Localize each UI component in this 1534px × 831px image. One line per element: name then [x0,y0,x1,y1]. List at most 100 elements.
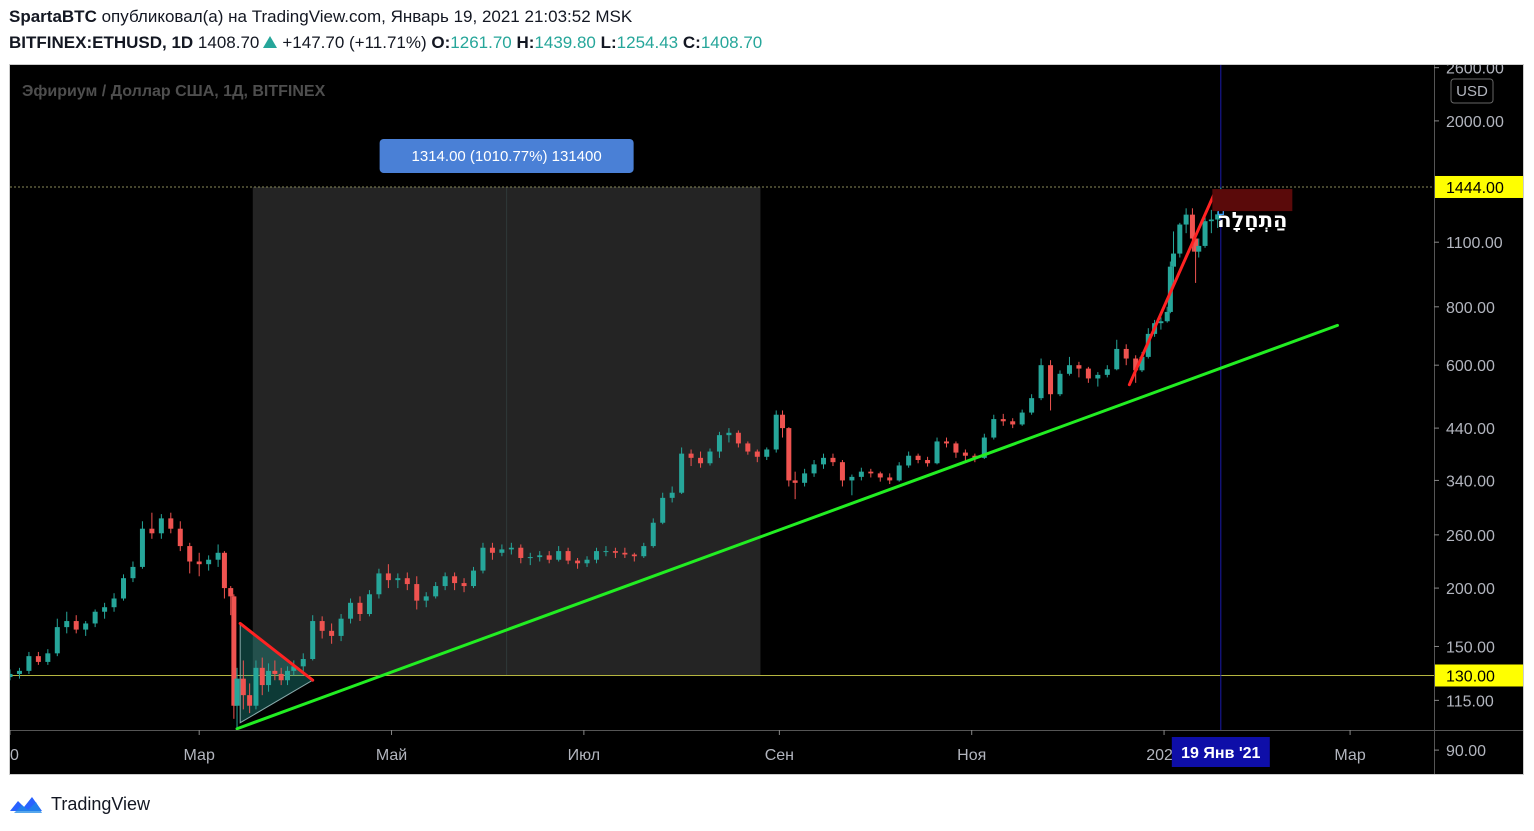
y-tick-label: 440.00 [1446,421,1495,438]
candle-body [764,449,770,457]
candle-body [773,414,779,450]
candle-body [915,455,921,461]
candle-body [291,666,297,671]
candle-body [16,670,22,674]
candle-body [849,476,855,481]
symbol-name: BITFINEX:ETHUSD, 1D [9,33,194,52]
candle-body [376,573,382,595]
candle-body [348,602,354,619]
candle-body [266,670,272,686]
candle-body [1171,253,1177,267]
candle-body [1215,214,1221,220]
candle-body [1164,311,1170,322]
y-tick-label: 800.00 [1446,300,1495,317]
price-label-box [1435,664,1523,687]
high-value: 1439.80 [534,33,596,52]
candle-body [754,451,760,457]
candle-body [925,460,931,464]
candle-body [584,559,590,564]
candle-body [896,465,902,481]
x-tick-label: Мар [184,747,215,764]
candle-body [177,528,183,547]
annotation-text: הַתְחָלָה [1217,208,1287,232]
candle-body [981,437,987,458]
symbol-info-line: BITFINEX:ETHUSD, 1D 1408.70 +147.70 (+11.… [9,33,762,55]
candle-body [1104,369,1110,375]
high-label: H: [516,33,535,52]
price-chart[interactable]: הַתְחָלָה 1314.00 (1010.77%) 131400 Эфириу… [10,65,1523,774]
candle-body [92,611,98,624]
y-tick-label: 2000.00 [1446,114,1504,131]
candle-body [329,630,335,636]
green-trendline [235,323,1339,730]
candle-body [1095,374,1101,379]
candle-body [338,618,344,636]
publish-line: SpartaBTC опубликовал(а) на TradingView.… [9,7,632,29]
candle-body [612,551,618,553]
candle-body [622,552,628,555]
candle-body [121,578,127,599]
published-text: опубликовал(а) на TradingView.com, Январ… [101,7,633,26]
candle-body [603,551,609,553]
chart-title: Эфириум / Доллар США, 1Д, BITFINEX [22,83,326,100]
open-label: O: [431,33,451,52]
candle-body [669,492,675,498]
candle-body [215,552,221,560]
close-value: 1408.70 [700,33,763,52]
candle-body [1010,421,1016,425]
red-trendline [1127,191,1217,387]
candle-body [231,596,237,706]
low-value: 1254.43 [616,33,679,52]
candle-body [575,560,581,564]
candle-body [26,656,32,671]
candle-body [660,497,666,523]
candle-body [1177,224,1183,254]
candle-body [253,667,259,706]
y-tick-label: 600.00 [1446,358,1495,375]
candle-body [1038,365,1044,399]
x-tick-label: Ноя [957,747,986,764]
price-change: +147.70 (+11.71%) [282,33,427,52]
candle-body [802,473,808,483]
candle-body [73,621,79,630]
candle-body [149,528,155,534]
x-tick-label: Сен [765,747,794,764]
candle-body [259,667,265,686]
candle-body [1057,373,1063,395]
candle-body [234,678,240,706]
measure-label: 1314.00 (1010.77%) 131400 [412,148,602,165]
y-tick-label: 90.00 [1446,743,1486,760]
candle-body [786,428,792,481]
candle-body [206,559,212,565]
candle-body [1029,398,1035,413]
plot-area: הַתְחָלָה [10,65,1434,730]
currency-box [1450,78,1494,104]
candle-body [278,673,284,681]
candle-body [102,607,108,612]
chart-frame[interactable]: הַתְחָלָה 1314.00 (1010.77%) 131400 Эфириу… [9,64,1524,775]
candle-body [1183,214,1189,225]
footer-brand[interactable]: TradingView [51,793,151,814]
y-tick-label: 340.00 [1446,473,1495,490]
candle-body [839,462,845,481]
candle-body [404,578,410,585]
annotation-box [1212,189,1293,212]
open-value: 1261.70 [450,33,512,52]
candle-body [1019,412,1025,425]
candle-body [735,432,741,444]
candle-body [527,557,533,559]
currency-label: USD [1456,83,1488,100]
candle-body [423,596,429,601]
candle-body [433,586,439,597]
candle-body [489,547,495,553]
candle-body [858,471,864,477]
candle-body [953,443,959,453]
candle-body [991,419,997,438]
candle-body [130,566,136,579]
candle-body [821,457,827,465]
tradingview-logo-icon[interactable] [8,793,44,815]
candle-body [1123,348,1129,359]
candle-body [830,457,836,463]
y-tick-label: 260.00 [1446,528,1495,545]
author-name[interactable]: SpartaBTC [9,7,97,26]
